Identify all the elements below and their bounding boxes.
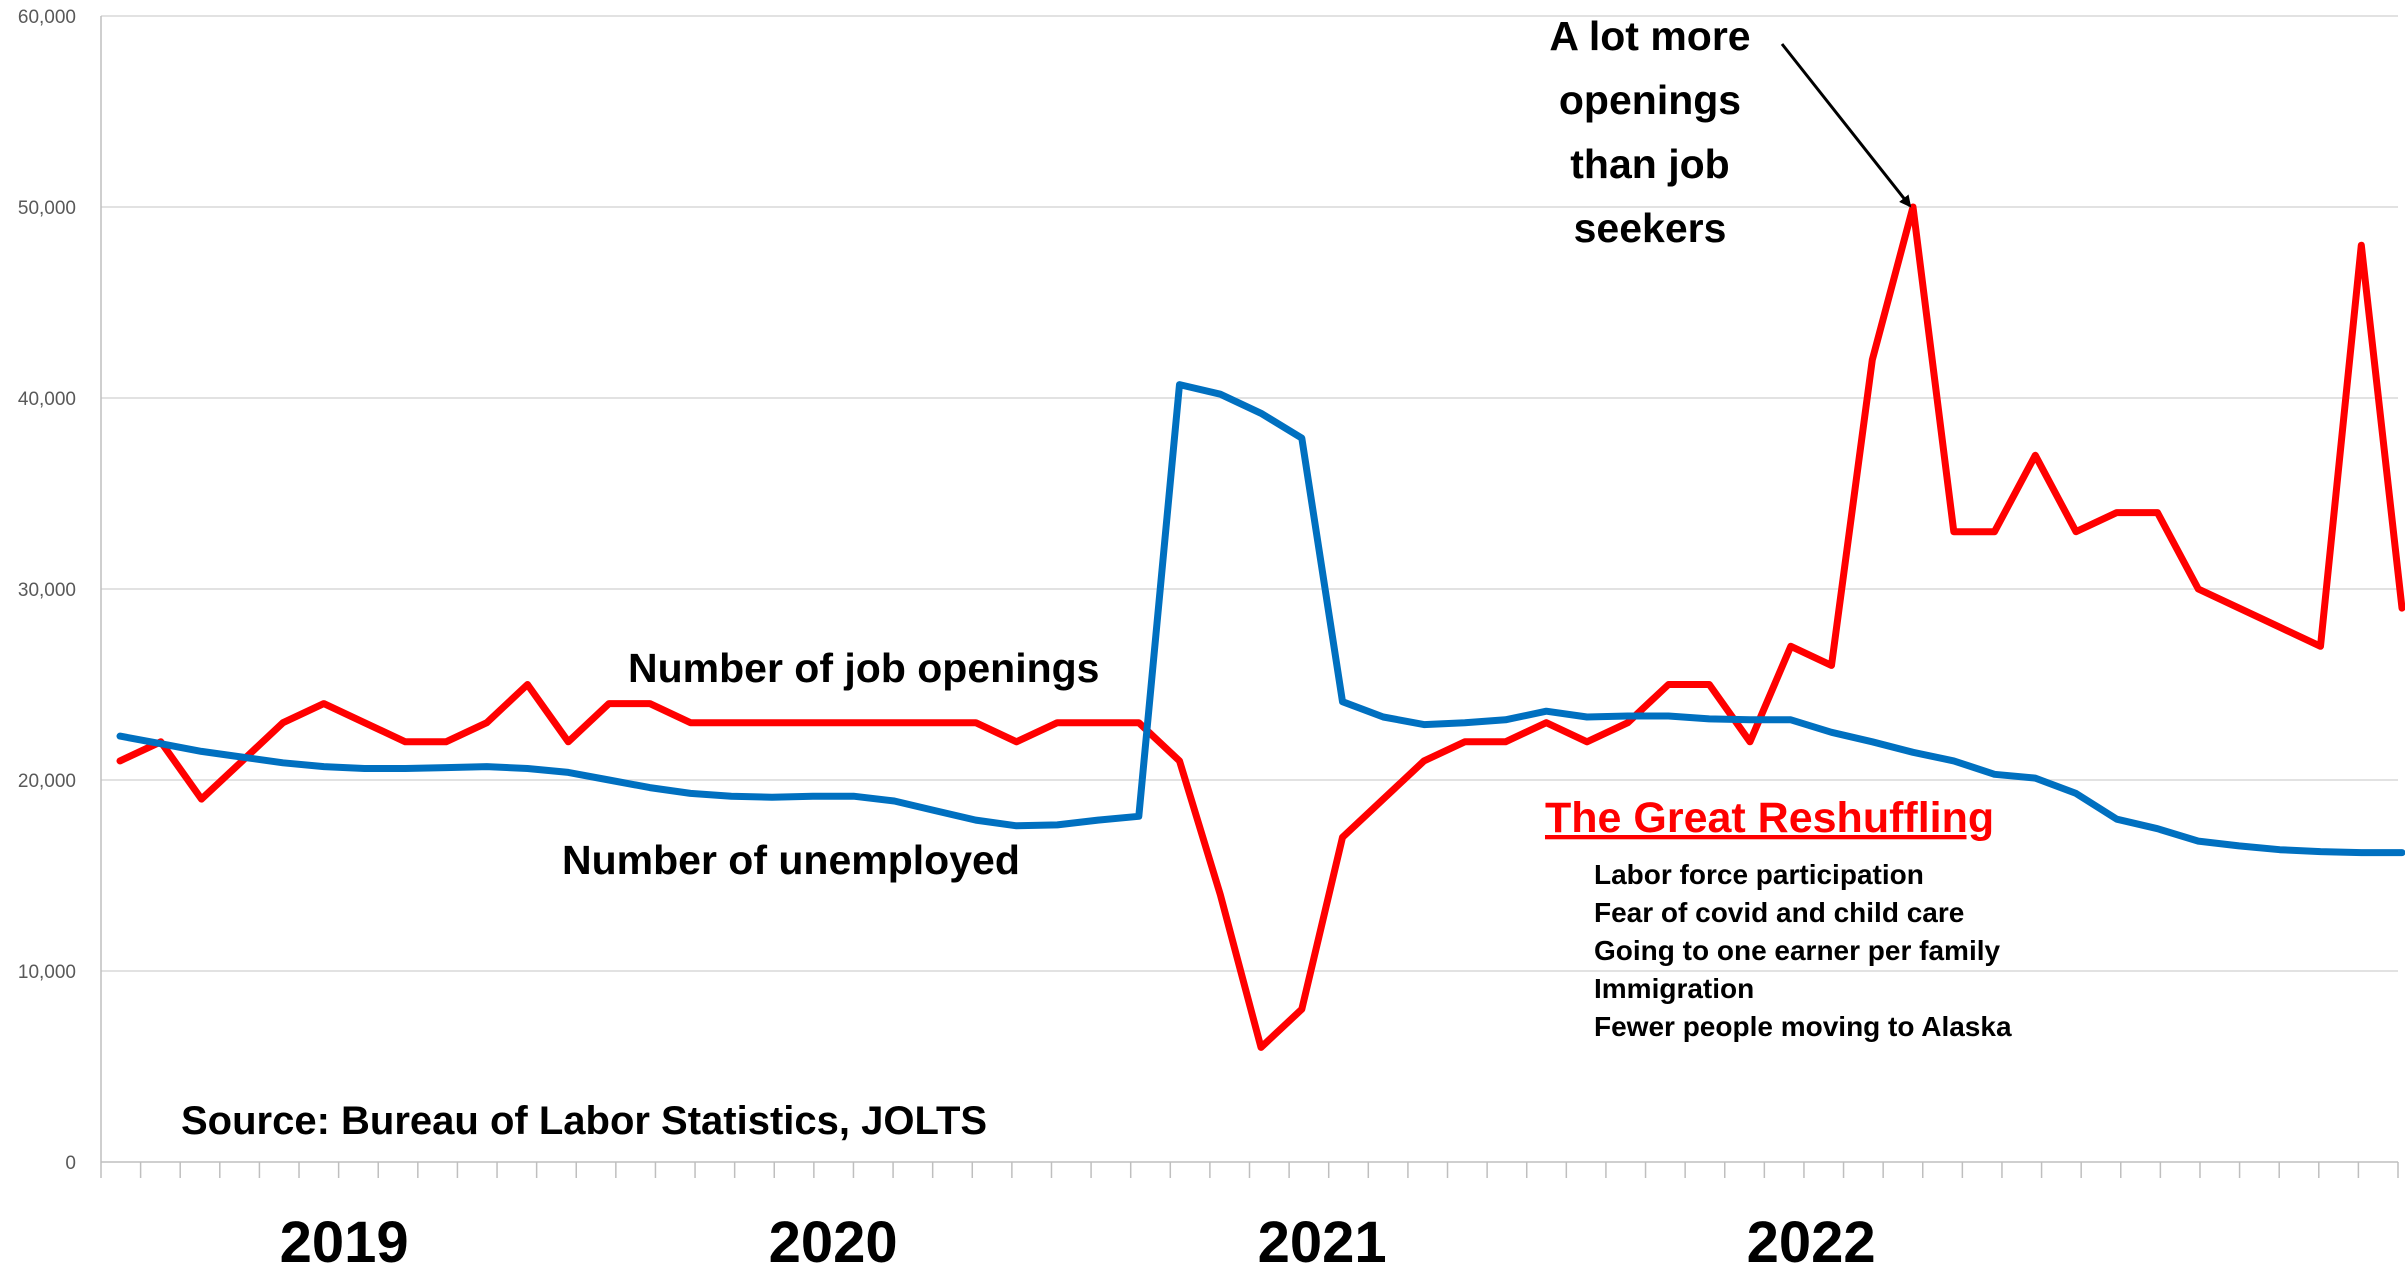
year-label: 2021 [1258,1210,1387,1263]
y-tick-label: 40,000 [18,389,76,410]
gridlines [101,15,2398,972]
unemployed-line [116,381,2405,857]
great-reshuffling-title: The Great Reshuffling [1545,794,1994,842]
series-lines [116,203,2405,1051]
year-label: 2019 [280,1210,409,1263]
y-tick-label: 20,000 [18,771,76,792]
reshuffling-item: Labor force participation [1594,859,1924,890]
y-tick-label: 30,000 [18,580,76,601]
peak-note-line-2: openings [1559,77,1741,123]
job-openings-line [116,203,2405,1051]
y-tick-label: 60,000 [18,7,76,28]
reshuffling-item: Going to one earner per family [1594,935,2001,966]
peak-note-line-1: A lot more [1549,13,1750,59]
year-label: 2020 [769,1210,898,1263]
unemployed-label: Number of unemployed [562,837,1020,883]
source-note: Source: Bureau of Labor Statistics, JOLT… [181,1099,987,1143]
peak-note-line-3: than job [1570,141,1729,187]
reshuffling-item: Fewer people moving to Alaska [1594,1011,2012,1042]
reshuffling-item: Immigration [1594,973,1754,1004]
year-label: 2022 [1747,1210,1876,1263]
y-tick-label: 10,000 [18,962,76,983]
reshuffling-item: Fear of covid and child care [1594,897,1964,928]
great-reshuffling-box: The Great Reshuffling Labor force partic… [1545,794,2012,1042]
y-axis-ticks: 0 10,000 20,000 30,000 40,000 50,000 60,000 [18,7,76,1174]
y-tick-label: 0 [65,1153,76,1174]
peak-arrow [1780,43,1912,208]
y-tick-label: 50,000 [18,198,76,219]
x-axis: 2019 2020 2021 2022 [100,16,2399,1263]
job-openings-label: Number of job openings [628,645,1099,691]
peak-annotation: A lot more openings than job seekers [1549,13,1912,251]
peak-note-line-4: seekers [1574,205,1727,251]
